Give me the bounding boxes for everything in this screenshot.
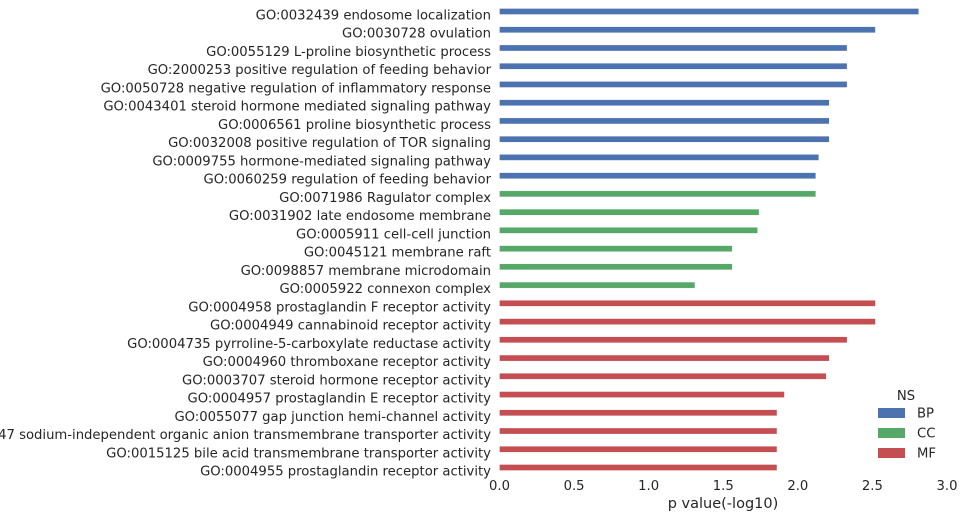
- category-label: GO:0004735 pyrroline-5-carboxylate reduc…: [127, 337, 491, 352]
- category-label: GO:0032008 positive regulation of TOR si…: [168, 136, 491, 151]
- category-label: GO:0003707 steroid hormone receptor acti…: [182, 373, 491, 388]
- category-label: GO:0004957 prostaglandin E receptor acti…: [188, 392, 492, 407]
- bar-bp: [499, 81, 848, 88]
- legend-label-mf: MF: [917, 447, 936, 462]
- x-tick-label: 1.5: [713, 479, 734, 494]
- bar-mf: [499, 409, 778, 416]
- x-axis-title: p value(-log10): [668, 496, 779, 512]
- bar-mf: [499, 318, 876, 325]
- bar-cc: [499, 190, 816, 198]
- bar-mf: [499, 373, 827, 380]
- bar-bp: [499, 8, 919, 15]
- x-tick-label: 3.0: [937, 479, 958, 494]
- category-label: GO:0098857 membrane microdomain: [241, 264, 491, 279]
- category-label: GO:0045121 membrane raft: [304, 246, 491, 261]
- bar-cc: [499, 281, 696, 289]
- category-label: GO:0031902 late endosome membrane: [229, 209, 491, 224]
- bar-cc: [499, 227, 758, 234]
- bar-bp: [499, 26, 876, 33]
- category-label: GO:0005911 cell-cell junction: [296, 227, 491, 242]
- bar-cc: [499, 263, 733, 271]
- category-label: GO:0009755 hormone-mediated signaling pa…: [152, 154, 491, 169]
- x-tick-label: 0.0: [489, 479, 510, 494]
- legend-swatch-bp: [878, 408, 905, 418]
- category-label: GO:0004960 thromboxane receptor activity: [203, 355, 492, 370]
- legend-label-cc: CC: [917, 427, 935, 442]
- category-label: GO:0071986 Ragulator complex: [279, 191, 491, 206]
- bar-mf: [499, 427, 778, 435]
- bar-mf: [499, 336, 848, 343]
- bar-mf: [499, 354, 830, 362]
- bar-bp: [499, 136, 830, 143]
- bar-mf: [499, 391, 785, 398]
- category-label: GO:0004949 cannabinoid receptor activity: [210, 319, 491, 334]
- bar-mf: [499, 300, 876, 307]
- category-labels: GO:0032439 endosome localization GO:00307…: [0, 9, 492, 480]
- category-label: GO:2000253 positive regulation of feedin…: [148, 63, 492, 78]
- legend: NS BP CC MF: [878, 389, 936, 462]
- legend-label-bp: BP: [917, 407, 934, 422]
- category-label: GO:0015125 bile acid transmembrane trans…: [106, 446, 491, 461]
- bar-mf: [499, 464, 778, 471]
- category-label: GO:0043401 steroid hormone mediated sign…: [103, 100, 491, 115]
- category-label: GO:0032439 endosome localization: [256, 9, 491, 24]
- category-label: GO:0004958 prostaglandin F receptor acti…: [188, 300, 491, 315]
- category-label: GO:0006561 proline biosynthetic process: [218, 118, 491, 133]
- legend-swatch-cc: [878, 428, 905, 438]
- category-label: GO:0030728 ovulation: [342, 27, 491, 42]
- x-tick-label: 2.0: [787, 479, 808, 494]
- bar-bp: [499, 117, 830, 125]
- bar-bp: [499, 44, 848, 52]
- category-label: GO:0015347 sodium-independent organic an…: [0, 428, 491, 443]
- bar-mf: [499, 446, 778, 453]
- category-label: GO:0055077 gap junction hemi-channel act…: [174, 410, 491, 425]
- x-tick-label: 2.5: [862, 479, 883, 494]
- x-axis-ticks: 0.0 0.5 1.0 1.5 2.0 2.5 3.0: [489, 479, 957, 494]
- category-label: GO:0004955 prostaglandin receptor activi…: [200, 465, 491, 480]
- bar-cc: [499, 208, 760, 216]
- bar-cc: [499, 245, 733, 252]
- category-label: GO:0060259 regulation of feeding behavio…: [203, 173, 491, 188]
- category-label: GO:0050728 negative regulation of inflam…: [101, 81, 491, 96]
- category-label: GO:0005922 connexon complex: [279, 282, 491, 297]
- bar-bp: [499, 154, 819, 161]
- bar-bp: [499, 172, 816, 179]
- bar-bp: [499, 63, 848, 70]
- x-tick-label: 1.0: [638, 479, 659, 494]
- legend-swatch-mf: [878, 448, 905, 458]
- category-label: GO:0055129 L-proline biosynthetic proces…: [206, 45, 491, 60]
- bar-bp: [499, 99, 830, 106]
- x-tick-label: 0.5: [564, 479, 585, 494]
- legend-title: NS: [897, 389, 915, 404]
- bars: [499, 8, 919, 471]
